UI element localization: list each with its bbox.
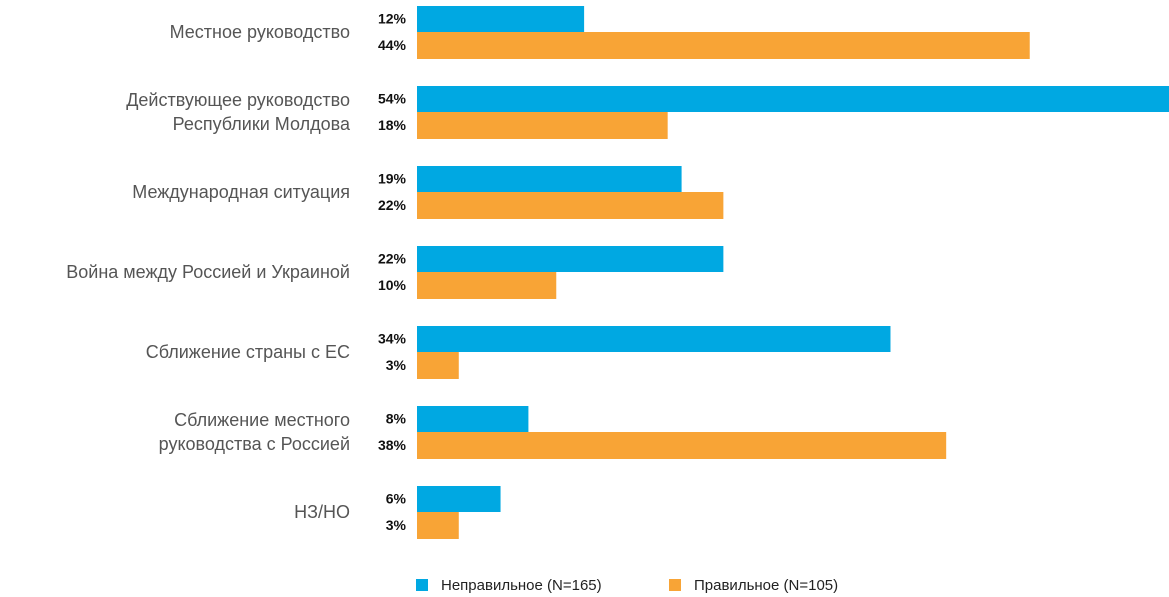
bar: [417, 326, 891, 352]
legend-swatch: [416, 579, 428, 591]
value-label: 3%: [386, 517, 407, 533]
category-label: НЗ/НО: [294, 502, 350, 522]
value-label: 12%: [378, 11, 407, 27]
value-label: 44%: [378, 37, 407, 53]
value-label: 3%: [386, 357, 407, 373]
category-label: Местное руководство: [169, 22, 350, 42]
bar: [417, 6, 585, 32]
value-label: 54%: [378, 91, 407, 107]
category-label: Война между Россией и Украиной: [66, 262, 350, 282]
bar: [417, 272, 557, 299]
bar: [417, 246, 724, 272]
value-label: 6%: [386, 491, 407, 507]
bar: [417, 112, 668, 139]
legend-label: Неправильное (N=165): [441, 577, 602, 594]
value-label: 19%: [378, 171, 407, 187]
legend-swatch: [669, 579, 681, 591]
category-label: Действующее руководство Республики Молдо…: [126, 90, 350, 134]
bar: [417, 192, 724, 219]
bar: [417, 352, 459, 379]
value-label: 8%: [386, 411, 407, 427]
value-label: 22%: [378, 251, 407, 267]
bar: [417, 486, 501, 512]
category-label: Сближение страны с ЕС: [145, 342, 350, 362]
value-label: 18%: [378, 117, 407, 133]
value-label: 34%: [378, 331, 407, 347]
bar: [417, 406, 529, 432]
category-label: Международная ситуация: [132, 182, 350, 202]
legend-label: Правильное (N=105): [694, 577, 838, 594]
category-label: Сближение местного руководства с Россией: [158, 410, 350, 454]
value-label: 38%: [378, 437, 407, 453]
bar: [417, 32, 1030, 59]
bar: [417, 86, 1169, 112]
value-label: 10%: [378, 277, 407, 293]
bar: [417, 512, 459, 539]
bar: [417, 166, 682, 192]
bar: [417, 432, 947, 459]
value-label: 22%: [378, 197, 407, 213]
